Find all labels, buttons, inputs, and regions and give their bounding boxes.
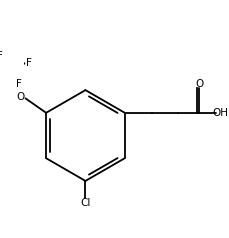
Text: F: F bbox=[26, 58, 32, 68]
Text: Cl: Cl bbox=[80, 198, 90, 208]
Text: O: O bbox=[194, 79, 202, 89]
Text: F: F bbox=[16, 79, 22, 89]
Text: O: O bbox=[16, 92, 24, 102]
Text: F: F bbox=[0, 51, 3, 61]
Text: OH: OH bbox=[212, 108, 228, 118]
